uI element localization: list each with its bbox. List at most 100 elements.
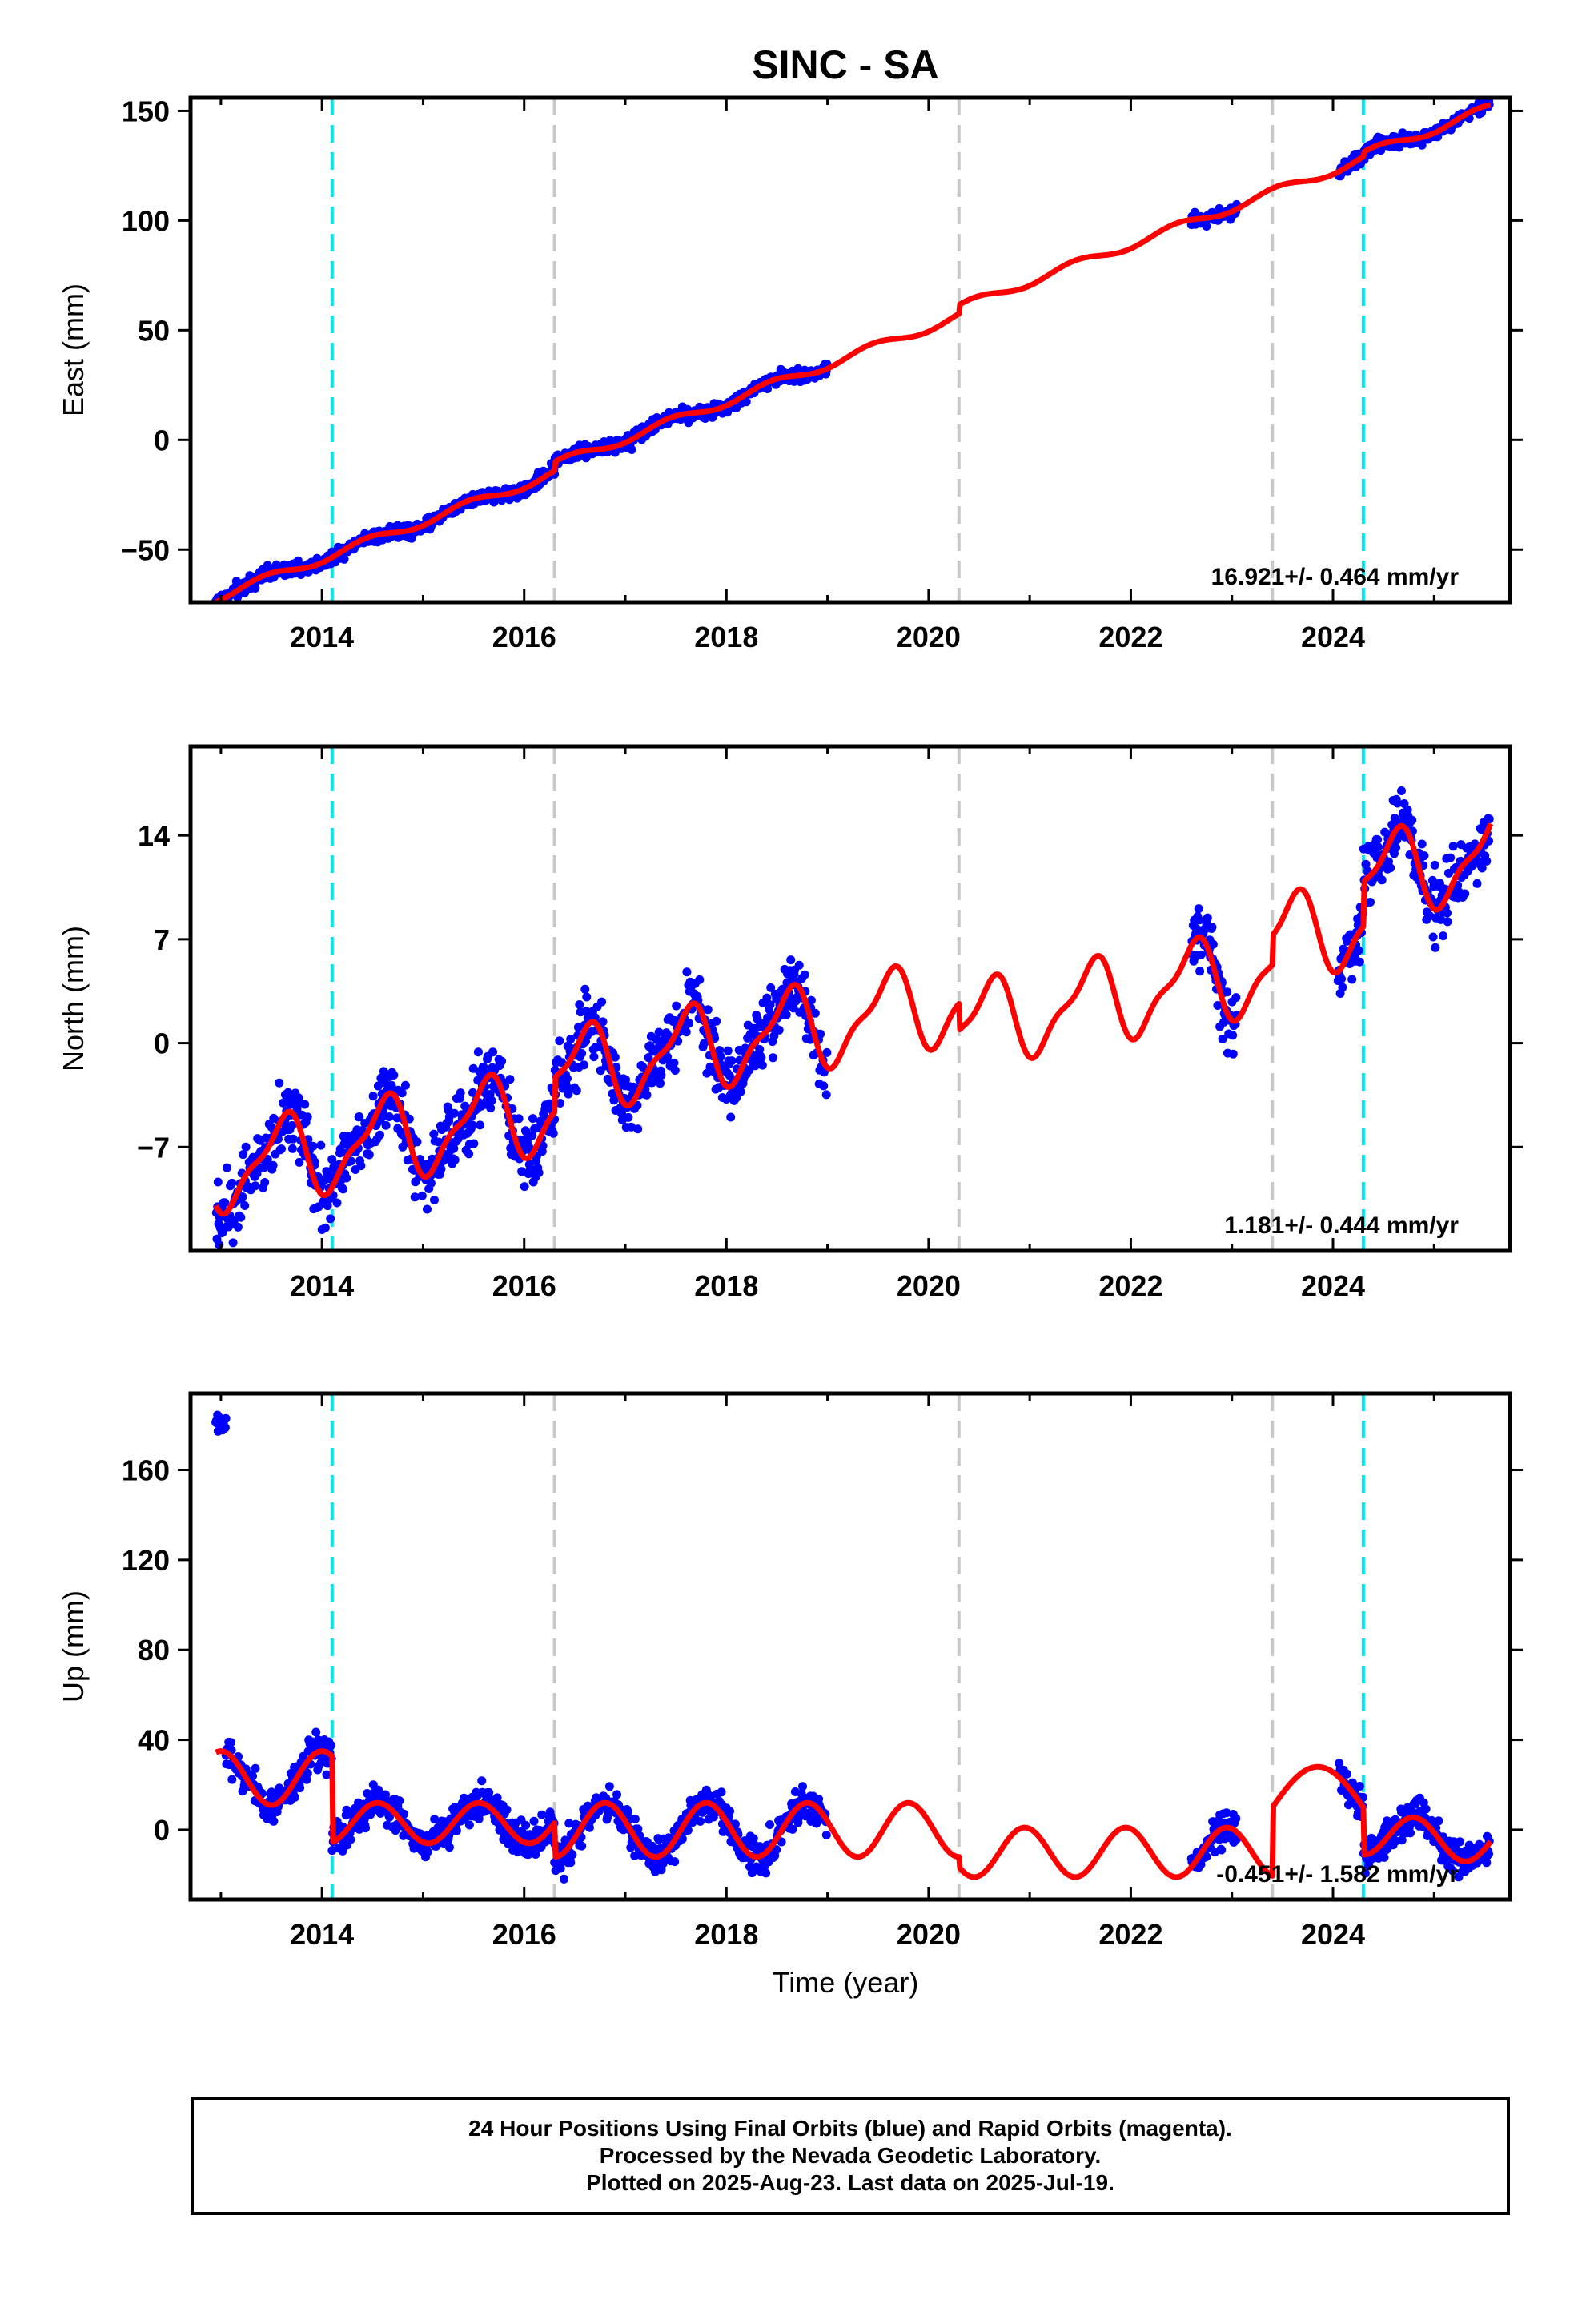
y-tick-label: 120: [122, 1544, 170, 1577]
data-point: [322, 1770, 331, 1779]
footer-line-3: Plotted on 2025-Aug-23. Last data on 202…: [586, 2170, 1114, 2195]
data-point: [555, 1036, 564, 1046]
x-axis-label: Time (year): [773, 1966, 919, 1999]
data-point: [1377, 875, 1387, 885]
data-point: [1208, 939, 1218, 949]
data-point: [644, 1053, 653, 1063]
data-point: [624, 1112, 633, 1122]
data-point: [781, 1010, 791, 1019]
x-tick-label: 2018: [694, 1269, 758, 1302]
data-point: [1194, 904, 1203, 914]
data-point: [534, 1168, 544, 1177]
data-point: [703, 1005, 713, 1015]
data-point: [327, 1846, 337, 1856]
data-point: [426, 1179, 436, 1188]
data-point: [663, 1052, 673, 1062]
up-panel: 2014 2016 2018 2020 2022 2024 0 40 80 120 160 Up (m…: [57, 1391, 1523, 1951]
data-point: [1228, 1031, 1238, 1040]
data-point: [342, 1173, 351, 1183]
data-point: [319, 1176, 329, 1185]
data-point: [566, 1858, 576, 1868]
data-point: [381, 1790, 390, 1799]
data-point: [248, 1771, 257, 1781]
data-point: [741, 397, 751, 407]
data-point: [579, 1060, 588, 1070]
data-point: [681, 1027, 691, 1037]
data-point: [268, 1160, 278, 1170]
data-point: [502, 1805, 512, 1815]
data-point: [236, 1212, 246, 1222]
data-point: [1448, 842, 1458, 851]
model-line: [214, 102, 1493, 602]
data-point: [356, 1161, 366, 1171]
data-point: [633, 1824, 643, 1834]
data-point: [361, 1823, 370, 1833]
data-point: [240, 1201, 250, 1210]
y-tick-label: 160: [122, 1454, 170, 1487]
data-point: [400, 1809, 408, 1819]
data-point: [339, 1184, 348, 1194]
x-tick-label: 2018: [694, 621, 758, 653]
data-point: [477, 1776, 487, 1786]
data-point: [560, 1874, 568, 1884]
data-point: [1337, 974, 1346, 983]
data-point: [769, 1053, 777, 1063]
data-point: [1231, 993, 1241, 1003]
data-point: [589, 1052, 599, 1062]
data-point: [762, 993, 772, 1003]
plot-frame: [188, 95, 1512, 605]
data-point: [251, 584, 260, 593]
data-point: [497, 1056, 507, 1066]
data-point: [260, 1178, 270, 1187]
data-point: [1391, 843, 1401, 853]
data-point: [288, 1134, 298, 1144]
y-tick-label: 7: [154, 923, 170, 956]
data-point: [1355, 957, 1364, 967]
data-point: [429, 1129, 439, 1139]
data-point: [1380, 827, 1390, 837]
data-point: [464, 1820, 474, 1830]
data-point: [1373, 835, 1383, 844]
data-point: [295, 1157, 304, 1167]
data-point: [725, 1807, 734, 1816]
data-point: [1443, 917, 1452, 927]
data-point: [1460, 889, 1470, 899]
data-point: [395, 1796, 404, 1806]
data-point: [621, 1075, 630, 1084]
data-point: [1195, 967, 1205, 976]
data-point: [310, 1157, 319, 1167]
data-point: [575, 1000, 584, 1009]
data-point: [1406, 1828, 1415, 1838]
data-point: [528, 1114, 537, 1124]
data-point: [381, 1120, 391, 1130]
data-point: [682, 967, 692, 977]
data-point: [332, 1198, 342, 1208]
footer-line-1: 24 Hour Positions Using Final Orbits (bl…: [468, 2116, 1232, 2141]
data-point: [683, 1826, 693, 1835]
data-point: [213, 1177, 223, 1187]
data-point: [220, 1198, 230, 1208]
data-point: [1436, 915, 1446, 924]
daily-positions: [211, 786, 1494, 1249]
data-point: [598, 1017, 608, 1027]
data-point: [450, 1108, 459, 1118]
data-point: [1354, 946, 1363, 955]
data-point: [800, 970, 809, 979]
data-point: [484, 1787, 494, 1797]
data-point: [1342, 1769, 1351, 1779]
data-point: [822, 1047, 832, 1057]
data-point: [287, 1144, 297, 1153]
data-point: [228, 1238, 238, 1248]
data-point: [227, 1178, 237, 1188]
rate-label: -0.451+/- 1.582 mm/yr: [1216, 1861, 1459, 1888]
data-point: [452, 1826, 461, 1835]
data-point: [215, 1240, 224, 1249]
data-point: [716, 1051, 725, 1061]
data-point: [430, 1196, 439, 1204]
data-point: [677, 1834, 687, 1844]
data-point: [375, 1130, 384, 1140]
data-point: [757, 1060, 767, 1070]
data-point: [1439, 931, 1448, 941]
data-point: [488, 1047, 497, 1057]
data-point: [316, 1140, 326, 1150]
